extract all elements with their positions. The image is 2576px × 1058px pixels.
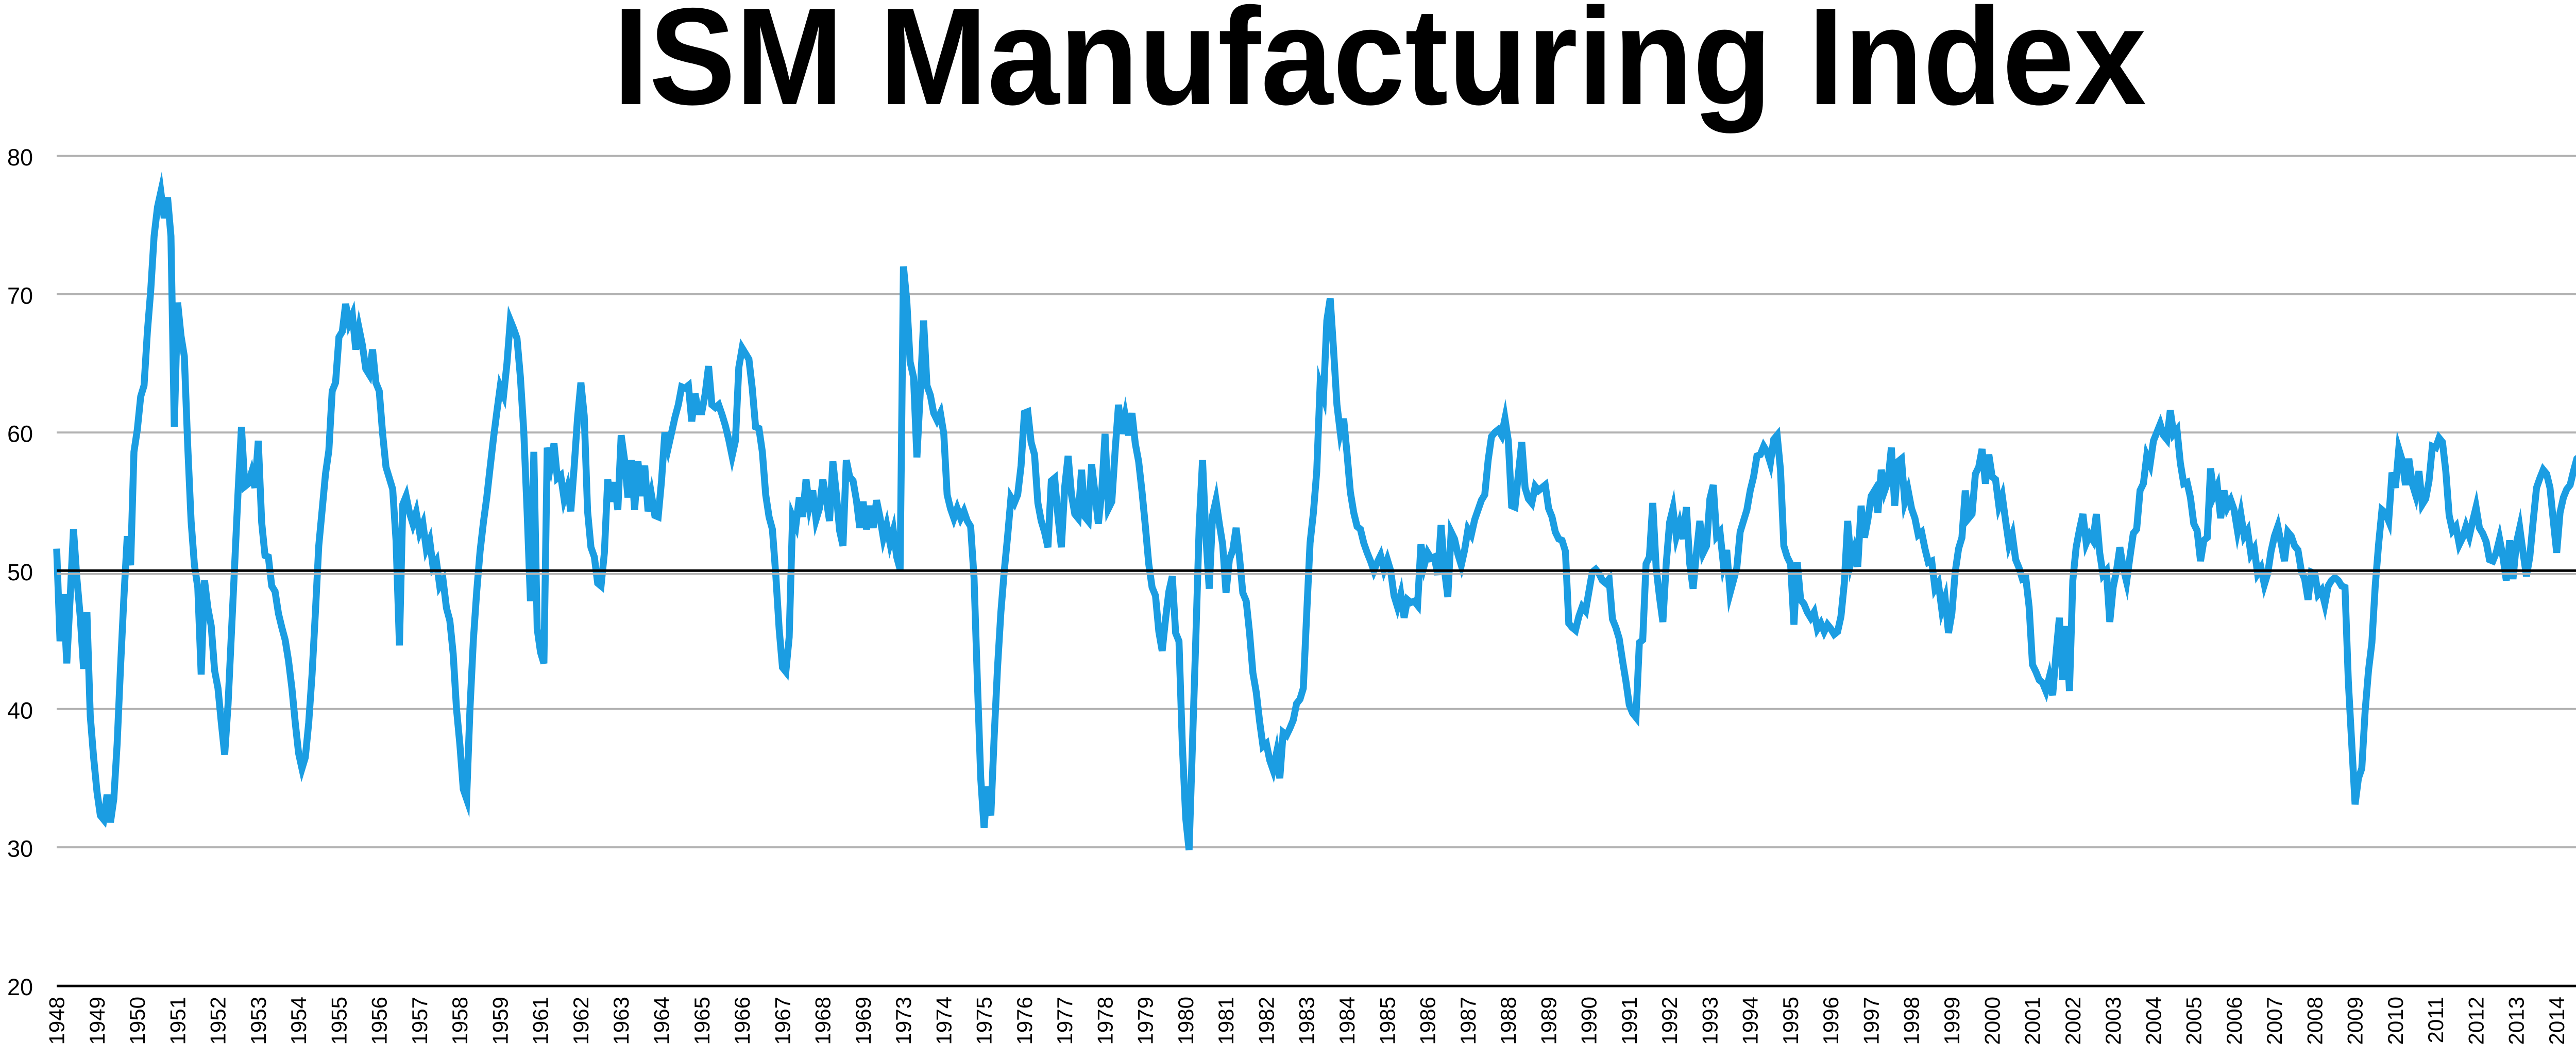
svg-text:1955: 1955 xyxy=(327,997,351,1045)
svg-text:1987: 1987 xyxy=(1456,997,1480,1045)
svg-text:2000: 2000 xyxy=(1980,997,2004,1045)
svg-text:1994: 1994 xyxy=(1738,997,1762,1045)
svg-text:20: 20 xyxy=(7,974,33,1000)
svg-text:60: 60 xyxy=(7,421,33,447)
svg-text:2002: 2002 xyxy=(2061,997,2085,1045)
svg-text:80: 80 xyxy=(7,144,33,171)
svg-text:1988: 1988 xyxy=(1496,997,1520,1045)
svg-text:2005: 2005 xyxy=(2182,997,2206,1045)
svg-text:1962: 1962 xyxy=(569,997,593,1045)
svg-text:1982: 1982 xyxy=(1255,997,1279,1045)
svg-text:1976: 1976 xyxy=(1012,997,1037,1045)
svg-text:70: 70 xyxy=(7,282,33,309)
svg-text:1980: 1980 xyxy=(1174,997,1198,1045)
svg-text:1995: 1995 xyxy=(1778,997,1803,1045)
svg-text:1959: 1959 xyxy=(488,997,512,1045)
svg-text:2011: 2011 xyxy=(2424,997,2448,1043)
svg-text:1953: 1953 xyxy=(246,997,270,1045)
svg-text:1964: 1964 xyxy=(650,997,674,1045)
svg-text:1948: 1948 xyxy=(45,997,69,1045)
svg-text:1961: 1961 xyxy=(529,997,553,1045)
svg-text:1967: 1967 xyxy=(770,997,794,1045)
svg-text:1963: 1963 xyxy=(609,997,633,1045)
svg-text:1969: 1969 xyxy=(851,997,875,1045)
svg-text:1974: 1974 xyxy=(931,997,956,1045)
svg-text:1952: 1952 xyxy=(206,997,230,1045)
svg-text:1956: 1956 xyxy=(367,997,392,1045)
svg-text:1968: 1968 xyxy=(811,997,835,1045)
svg-text:1997: 1997 xyxy=(1859,997,1884,1045)
svg-text:40: 40 xyxy=(7,697,33,724)
svg-text:2009: 2009 xyxy=(2343,997,2367,1045)
svg-text:1991: 1991 xyxy=(1617,997,1641,1045)
svg-text:ISM Manufacturing Index: ISM Manufacturing Index xyxy=(613,0,2147,135)
svg-text:1990: 1990 xyxy=(1577,997,1601,1045)
svg-text:1949: 1949 xyxy=(85,997,109,1045)
svg-text:2012: 2012 xyxy=(2464,997,2488,1045)
svg-text:1975: 1975 xyxy=(972,997,996,1045)
svg-text:1996: 1996 xyxy=(1819,997,1843,1045)
svg-text:50: 50 xyxy=(7,559,33,585)
svg-text:1984: 1984 xyxy=(1335,997,1359,1045)
svg-text:30: 30 xyxy=(7,836,33,862)
svg-text:2004: 2004 xyxy=(2141,997,2165,1045)
svg-text:1957: 1957 xyxy=(408,997,432,1045)
svg-text:2007: 2007 xyxy=(2262,997,2286,1045)
svg-text:1998: 1998 xyxy=(1900,997,1924,1045)
svg-text:1999: 1999 xyxy=(1940,997,1964,1045)
svg-text:1951: 1951 xyxy=(165,997,190,1045)
svg-text:1979: 1979 xyxy=(1133,997,1158,1045)
svg-text:2003: 2003 xyxy=(2101,997,2125,1045)
svg-text:2014: 2014 xyxy=(2545,997,2569,1045)
svg-text:1958: 1958 xyxy=(448,997,472,1045)
svg-text:2010: 2010 xyxy=(2383,997,2408,1045)
svg-text:1966: 1966 xyxy=(730,997,754,1045)
svg-text:1986: 1986 xyxy=(1416,997,1440,1045)
svg-text:2013: 2013 xyxy=(2504,997,2529,1045)
svg-text:1954: 1954 xyxy=(286,997,311,1045)
svg-text:1978: 1978 xyxy=(1093,997,1117,1045)
svg-text:1989: 1989 xyxy=(1536,997,1561,1045)
svg-text:1981: 1981 xyxy=(1214,997,1238,1045)
svg-text:2006: 2006 xyxy=(2222,997,2246,1045)
svg-text:1965: 1965 xyxy=(690,997,714,1045)
svg-text:2008: 2008 xyxy=(2302,997,2327,1045)
svg-text:2001: 2001 xyxy=(2021,997,2045,1045)
svg-text:1985: 1985 xyxy=(1375,997,1399,1045)
svg-text:1977: 1977 xyxy=(1053,997,1077,1045)
svg-text:1973: 1973 xyxy=(891,997,916,1045)
svg-text:1993: 1993 xyxy=(1698,997,1722,1045)
svg-text:1992: 1992 xyxy=(1657,997,1682,1045)
svg-text:1983: 1983 xyxy=(1295,997,1319,1045)
svg-text:1950: 1950 xyxy=(125,997,149,1045)
